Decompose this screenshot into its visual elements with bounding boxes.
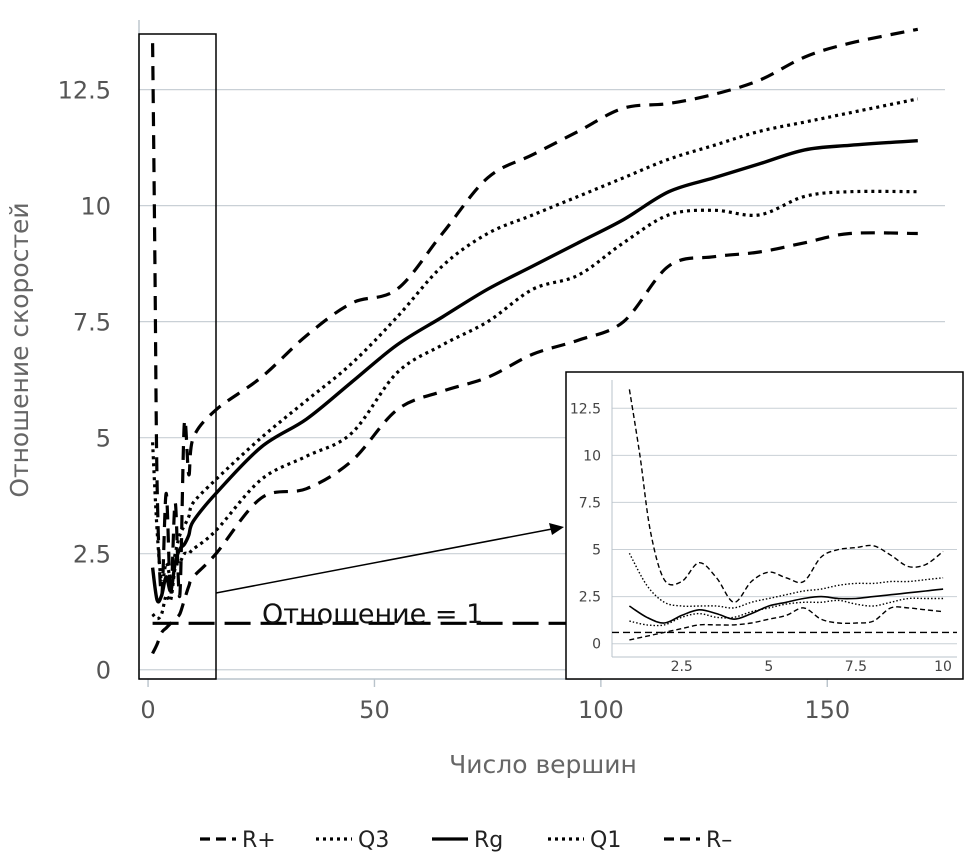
legend-label: Rg xyxy=(474,828,503,853)
legend-label: R+ xyxy=(242,828,276,853)
y-tick-label: 0 xyxy=(96,657,111,685)
inset-series-line xyxy=(628,552,944,609)
inset-y-tick-label: 2.5 xyxy=(579,590,601,606)
inset-y-tick-label: 10 xyxy=(583,448,601,464)
inset-x-tick-label: 10 xyxy=(934,659,952,675)
x-tick-labels: 0 50 100 150 xyxy=(140,679,850,724)
legend-label: R– xyxy=(706,828,732,853)
zoom-box xyxy=(138,33,217,680)
legend-label: Q3 xyxy=(358,828,389,853)
x-tick-label: 0 xyxy=(140,696,155,724)
inset-y-tick-label: 0 xyxy=(592,637,601,653)
y-tick-labels: 0 2.5 5 7.5 10 12.5 xyxy=(58,77,111,685)
y-tick-label: 12.5 xyxy=(58,77,111,105)
legend-label: Q1 xyxy=(590,828,621,853)
legend: R+ Q3 Rg Q1 R– xyxy=(200,828,732,853)
y-tick-label: 5 xyxy=(96,425,111,453)
series-line-Q1 xyxy=(151,189,918,621)
series-lines xyxy=(150,27,919,655)
inset-y-tick-label: 7.5 xyxy=(579,495,601,511)
inset-arrow xyxy=(215,523,564,594)
series-line-Q3 xyxy=(151,97,919,584)
inset-chart: 0 2.5 5 7.5 10 12.5 2.5 5 7.5 10 xyxy=(565,371,964,680)
inset-series-line xyxy=(629,606,944,641)
y-tick-label: 2.5 xyxy=(73,541,111,569)
inset-frame xyxy=(565,371,964,680)
inset-series-line xyxy=(628,389,944,603)
inset-x-tick-label: 2.5 xyxy=(671,659,693,675)
x-axis-title: Число вершин xyxy=(449,750,637,779)
inset-series-line xyxy=(628,588,944,624)
x-tick-label: 50 xyxy=(359,696,390,724)
y-tick-label: 7.5 xyxy=(73,309,111,337)
arrow-line xyxy=(215,528,553,594)
x-tick-label: 100 xyxy=(578,696,624,724)
y-tick-label: 10 xyxy=(80,193,111,221)
x-tick-label: 150 xyxy=(804,696,850,724)
y-axis-title: Отношение скоростей xyxy=(5,202,34,497)
series-line-Rg xyxy=(150,139,918,604)
inset-series-line xyxy=(629,597,944,627)
inset-y-tick-label: 12.5 xyxy=(570,401,601,417)
inset-y-tick-label: 5 xyxy=(592,543,601,559)
ratio-annotation: Отношение = 1 xyxy=(262,599,483,630)
arrow-head-icon xyxy=(549,523,564,535)
series-line-Rminus xyxy=(151,231,918,655)
inset-x-tick-label: 7.5 xyxy=(845,659,867,675)
inset-x-tick-label: 5 xyxy=(764,659,773,675)
